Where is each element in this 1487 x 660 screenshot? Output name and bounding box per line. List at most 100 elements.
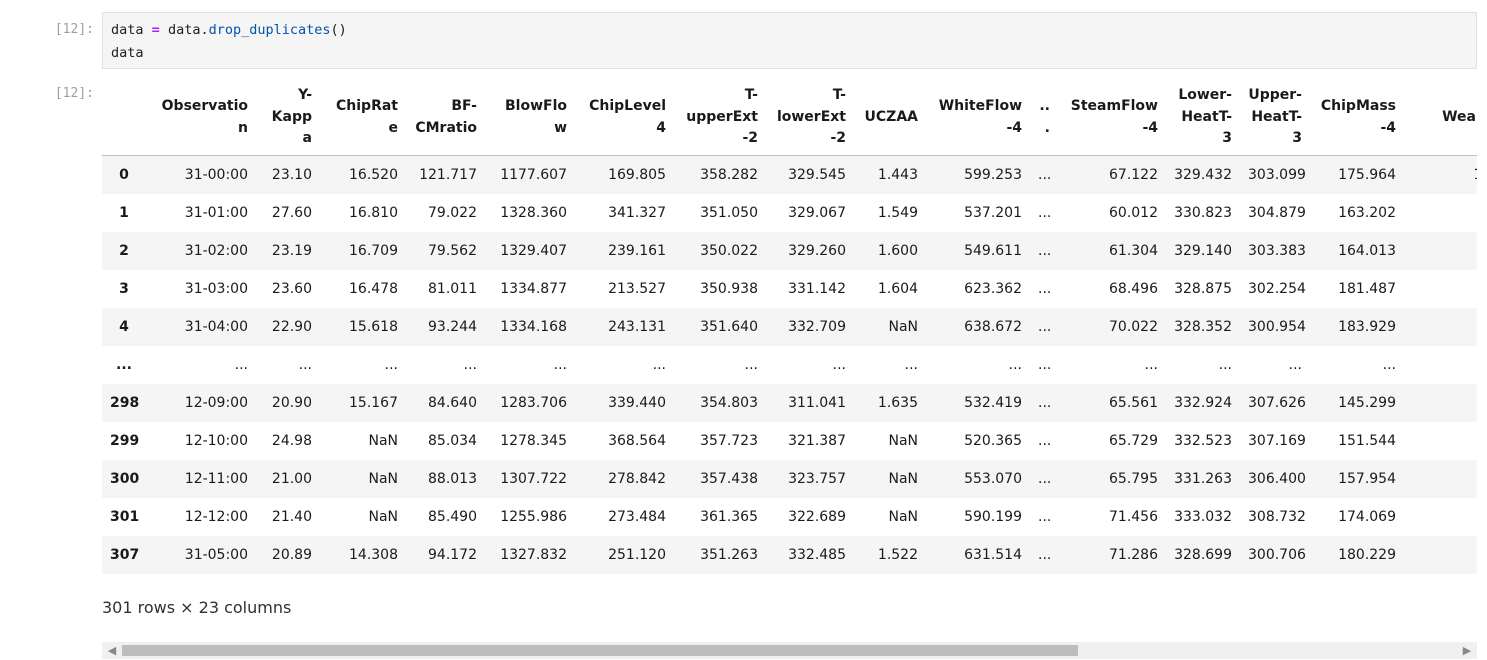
scroll-right-arrow-icon[interactable]: ▶	[1462, 644, 1472, 657]
table-cell: 20.89	[271, 547, 312, 563]
table-cell: 665	[1404, 194, 1477, 232]
column-header: UCZAA	[854, 80, 926, 156]
table-cell: ...	[1038, 547, 1052, 563]
table-cell: 1278.345	[500, 433, 567, 449]
table-cell: 31-05:00	[184, 547, 248, 563]
scroll-left-arrow-icon[interactable]: ◀	[107, 644, 117, 657]
table-cell: 12-12:00	[184, 509, 248, 525]
table-cell: NaN	[368, 433, 398, 449]
table-cell: 88.013	[428, 471, 477, 487]
table-cell: ...	[553, 357, 567, 373]
table-cell: 303.383	[1248, 243, 1306, 259]
table-cell: 1283.706	[500, 395, 567, 411]
table-cell: ...	[1038, 281, 1052, 297]
table-row: 301 12-12:00 21.40 NaN 85.490 1255.986 273.484…	[102, 498, 1477, 536]
table-cell: 549.611	[964, 243, 1022, 259]
table-cell: 16.478	[349, 281, 398, 297]
table-cell: 23.60	[271, 281, 312, 297]
code-assign-operator: =	[151, 22, 160, 38]
row-index: 300	[110, 471, 140, 487]
horizontal-scrollbar[interactable]: ◀ ▶	[102, 642, 1477, 659]
table-cell: 1.604	[877, 281, 918, 297]
table-cell: 1334.877	[500, 281, 567, 297]
table-cell: 331.263	[1174, 471, 1232, 487]
input-prompt: [12]:	[54, 22, 94, 37]
table-cell: ...	[904, 357, 918, 373]
table-cell: ...	[463, 357, 477, 373]
row-index: 307	[110, 547, 140, 563]
table-cell: 16.709	[349, 243, 398, 259]
column-header: Lower-HeatT-3	[1166, 80, 1240, 156]
table-cell: 357.438	[700, 471, 758, 487]
table-cell: 330.823	[1174, 205, 1232, 221]
table-cell: ...	[1218, 357, 1232, 373]
table-cell: ...	[1038, 205, 1052, 221]
table-cell: 31-03:00	[184, 281, 248, 297]
table-cell: 631.514	[964, 547, 1022, 563]
table-cell: 67.122	[1109, 167, 1158, 183]
table-cell: 183.929	[1338, 319, 1396, 335]
table-cell: 163.202	[1338, 205, 1396, 221]
table-cell: 623.362	[964, 281, 1022, 297]
table-cell: 300.954	[1248, 319, 1306, 335]
table-cell: 1.549	[877, 205, 918, 221]
table-cell: 354.803	[700, 395, 758, 411]
table-cell: 174.069	[1338, 509, 1396, 525]
table-cell: 23.10	[271, 167, 312, 183]
table-cell: 243.131	[608, 319, 666, 335]
table-cell: 68.496	[1109, 281, 1158, 297]
table-cell: 60.012	[1109, 205, 1158, 221]
table-cell: ...	[1382, 357, 1396, 373]
table-header-row: Observation Y-Kappa ChipRate BF-CMratio Blow…	[102, 80, 1477, 156]
table-cell: 65.729	[1109, 433, 1158, 449]
table-cell: 65.795	[1109, 471, 1158, 487]
column-header: T-lowerExt-2	[766, 80, 854, 156]
table-cell: 20.90	[271, 395, 312, 411]
table-cell: 350.938	[700, 281, 758, 297]
row-index: 299	[110, 433, 140, 449]
table-cell: 638.672	[964, 319, 1022, 335]
table-cell: 306.400	[1248, 471, 1306, 487]
table-cell: 21.40	[271, 509, 312, 525]
scrollbar-thumb[interactable]	[122, 645, 1078, 656]
table-cell: 329.260	[788, 243, 846, 259]
table-cell: 15.167	[349, 395, 398, 411]
column-header: SteamFlow-4	[1058, 80, 1166, 156]
table-cell: 986	[1404, 498, 1477, 536]
output-area: Observation Y-Kappa ChipRate BF-CMratio Blow…	[102, 80, 1477, 660]
table-cell: 520.365	[964, 433, 1022, 449]
table-cell: 14.308	[349, 547, 398, 563]
table-cell: NaN	[888, 319, 918, 335]
table-cell: 181.487	[1338, 281, 1396, 297]
table-cell: 328.352	[1174, 319, 1232, 335]
table-cell: ...	[384, 357, 398, 373]
table-cell: 175.964	[1338, 167, 1396, 183]
table-cell: 553.070	[964, 471, 1022, 487]
code-cell-editor[interactable]: data = data.drop_duplicates() data	[102, 12, 1477, 69]
table-cell: 273.484	[608, 509, 666, 525]
column-header: WhiteFlow-4	[926, 80, 1030, 156]
column-header: Y-Kappa	[256, 80, 320, 156]
table-cell: 151.544	[1338, 433, 1396, 449]
table-cell: 16.810	[349, 205, 398, 221]
table-cell: 1177.607	[500, 167, 567, 183]
table-cell: 304.879	[1248, 205, 1306, 221]
table-cell: 329.432	[1174, 167, 1232, 183]
index-header	[102, 80, 146, 156]
table-cell: 341.327	[608, 205, 666, 221]
table-cell: 328.875	[1174, 281, 1232, 297]
table-cell: 169.805	[608, 167, 666, 183]
table-cell: ...	[1288, 357, 1302, 373]
table-cell: 307.169	[1248, 433, 1306, 449]
table-cell: 357.723	[700, 433, 758, 449]
table-cell: 16.520	[349, 167, 398, 183]
table-cell: 311.041	[788, 395, 846, 411]
table-cell: 537.201	[964, 205, 1022, 221]
table-cell	[1404, 346, 1477, 384]
table-row: 2 31-02:00 23.19 16.709 79.562 1329.407 239.16…	[102, 232, 1477, 270]
table-cell: ...	[1038, 471, 1052, 487]
table-row: 298 12-09:00 20.90 15.167 84.640 1283.706 339.…	[102, 384, 1477, 422]
table-cell: 767	[1404, 270, 1477, 308]
table-cell: 328.699	[1174, 547, 1232, 563]
table-cell: 903	[1404, 536, 1477, 574]
